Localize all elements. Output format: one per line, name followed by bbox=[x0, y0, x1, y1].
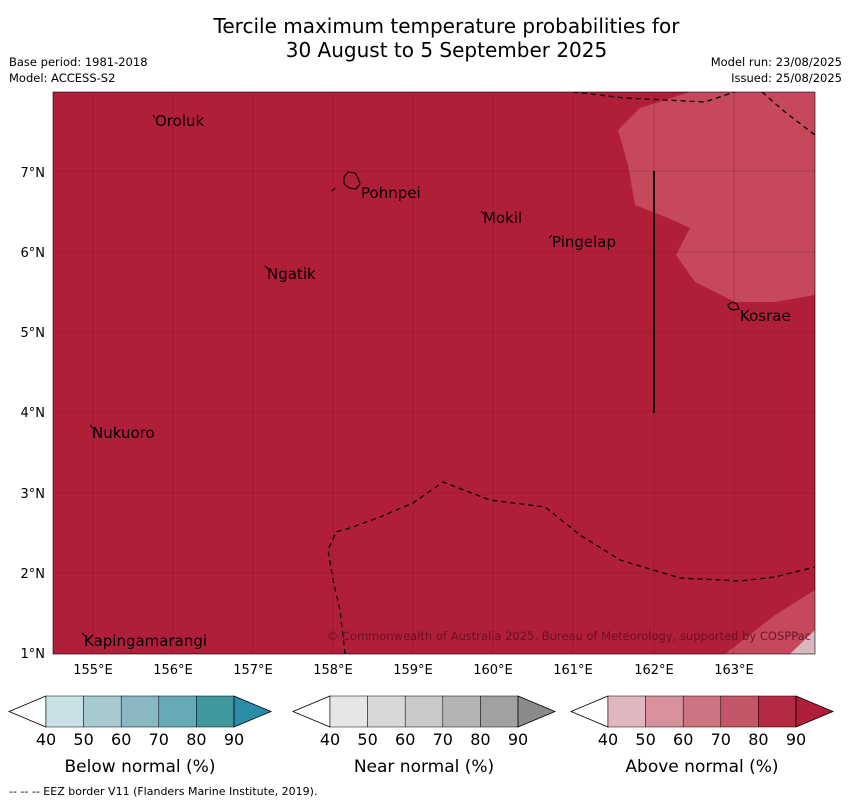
lon-tick: 159°E bbox=[393, 663, 433, 678]
lon-tick: 156°E bbox=[153, 663, 193, 678]
map-frame bbox=[52, 91, 816, 655]
lat-tick: 1°N bbox=[21, 647, 46, 662]
above-swatch bbox=[645, 695, 684, 728]
near-swatch bbox=[480, 695, 519, 728]
below-swatch bbox=[120, 695, 160, 728]
map-title: Tercile maximum temperature probabilitie… bbox=[0, 14, 850, 62]
kapingamarangi-mark bbox=[81, 632, 86, 637]
lat-tick: 3°N bbox=[21, 487, 46, 502]
near-tick-label: 60 bbox=[395, 730, 415, 749]
label-mokil: Mokil bbox=[483, 209, 522, 227]
lat-tick: 6°N bbox=[21, 246, 46, 261]
lat-tick: 4°N bbox=[21, 406, 46, 421]
label-kapingamarangi: Kapingamarangi bbox=[84, 632, 207, 650]
oroluk-mark bbox=[152, 114, 156, 119]
lat-tick: 5°N bbox=[21, 326, 46, 341]
below-swatch bbox=[83, 695, 122, 728]
near-tick-label: 70 bbox=[433, 730, 453, 749]
above-extend-high bbox=[795, 695, 835, 728]
below-normal-label: Below normal (%) bbox=[65, 757, 216, 777]
title-line-2: 30 August to 5 September 2025 bbox=[285, 38, 608, 62]
near-extend-high bbox=[517, 695, 557, 728]
above-swatch bbox=[720, 695, 759, 728]
label-ngatik: Ngatik bbox=[267, 265, 316, 283]
eez-footnote: -- -- -- EEZ border V11 (Flanders Marine… bbox=[9, 785, 318, 798]
probability-region-lower-right bbox=[725, 590, 815, 654]
label-pingelap: Pingelap bbox=[552, 233, 616, 251]
near-swatch bbox=[442, 695, 481, 728]
near-tick-label: 40 bbox=[320, 730, 340, 749]
ngatik-mark bbox=[264, 265, 269, 270]
below-tick-label: 80 bbox=[186, 730, 206, 749]
base-info: Base period: 1981-2018 Model: ACCESS-S2 bbox=[9, 54, 148, 86]
above-tick-label: 80 bbox=[748, 730, 768, 749]
map-gridlines bbox=[53, 92, 815, 654]
below-tick-label: 50 bbox=[73, 730, 93, 749]
run-info: Model run: 23/08/2025 Issued: 25/08/2025 bbox=[711, 54, 842, 86]
lat-tick: 2°N bbox=[21, 567, 46, 582]
probability-region-upper-right bbox=[618, 92, 815, 302]
label-nukuoro: Nukuoro bbox=[92, 424, 155, 442]
near-extend-low bbox=[291, 695, 331, 728]
above-swatch bbox=[758, 695, 797, 728]
above-tick-label: 40 bbox=[598, 730, 618, 749]
label-oroluk: Oroluk bbox=[155, 112, 204, 130]
lat-tick: 7°N bbox=[21, 166, 46, 181]
lon-tick: 163°E bbox=[714, 663, 754, 678]
label-kosrae: Kosrae bbox=[740, 307, 791, 325]
title-line-1: Tercile maximum temperature probabilitie… bbox=[213, 14, 680, 38]
near-swatch bbox=[367, 695, 406, 728]
near-tick-label: 80 bbox=[470, 730, 490, 749]
longitude-axis: 155°E 156°E 157°E 158°E 159°E 160°E 161°… bbox=[73, 663, 754, 678]
lon-tick: 158°E bbox=[313, 663, 353, 678]
near-tick-label: 50 bbox=[357, 730, 377, 749]
near-swatch bbox=[329, 695, 368, 728]
above-tick-label: 90 bbox=[786, 730, 806, 749]
island-outlines bbox=[81, 114, 740, 637]
above-tick-label: 60 bbox=[673, 730, 693, 749]
below-tick-label: 70 bbox=[149, 730, 169, 749]
near-swatch bbox=[404, 695, 444, 728]
near-normal-label: Near normal (%) bbox=[354, 757, 494, 777]
lon-tick: 161°E bbox=[553, 663, 593, 678]
below-extend-high bbox=[233, 695, 273, 728]
below-extend-low bbox=[7, 695, 47, 728]
above-extend-low bbox=[569, 695, 609, 728]
mokil-mark bbox=[480, 210, 485, 215]
above-tick-label: 70 bbox=[711, 730, 731, 749]
near-tick-label: 90 bbox=[508, 730, 528, 749]
pohnpei-island-shape bbox=[343, 171, 361, 190]
above-swatch bbox=[607, 695, 646, 728]
probability-region-corner bbox=[790, 630, 815, 654]
model-name: Model: ACCESS-S2 bbox=[9, 71, 116, 85]
below-tick-label: 60 bbox=[111, 730, 131, 749]
latitude-axis: 7°N 6°N 5°N 4°N 3°N 2°N 1°N bbox=[21, 166, 46, 662]
below-swatch bbox=[196, 695, 235, 728]
issued-date: Issued: 25/08/2025 bbox=[731, 71, 842, 85]
below-swatch bbox=[45, 695, 84, 728]
nukuoro-mark bbox=[89, 424, 94, 429]
lon-tick: 157°E bbox=[233, 663, 273, 678]
colorbar-near-normal: 40 50 60 70 80 90 bbox=[291, 695, 557, 749]
above-swatch bbox=[682, 695, 722, 728]
below-tick-label: 90 bbox=[224, 730, 244, 749]
above-tick-label: 50 bbox=[635, 730, 655, 749]
base-period: Base period: 1981-2018 bbox=[9, 55, 148, 69]
label-pohnpei: Pohnpei bbox=[361, 184, 421, 202]
copyright-note: © Commonwealth of Australia 2025, Bureau… bbox=[327, 629, 811, 643]
lon-tick: 160°E bbox=[473, 663, 513, 678]
colorbar-below-normal: 40 50 60 70 80 90 bbox=[7, 695, 273, 749]
below-tick-label: 40 bbox=[36, 730, 56, 749]
lon-tick: 155°E bbox=[73, 663, 113, 678]
lon-tick: 162°E bbox=[634, 663, 674, 678]
kosrae-island-shape bbox=[727, 301, 740, 311]
below-swatch bbox=[158, 695, 197, 728]
pingelap-mark bbox=[548, 234, 553, 239]
ant-atoll-mark bbox=[331, 187, 336, 192]
colorbar-above-normal: 40 50 60 70 80 90 bbox=[569, 695, 835, 749]
above-normal-label: Above normal (%) bbox=[625, 757, 778, 777]
eez-borders bbox=[327, 92, 815, 654]
model-run: Model run: 23/08/2025 bbox=[710, 55, 842, 69]
